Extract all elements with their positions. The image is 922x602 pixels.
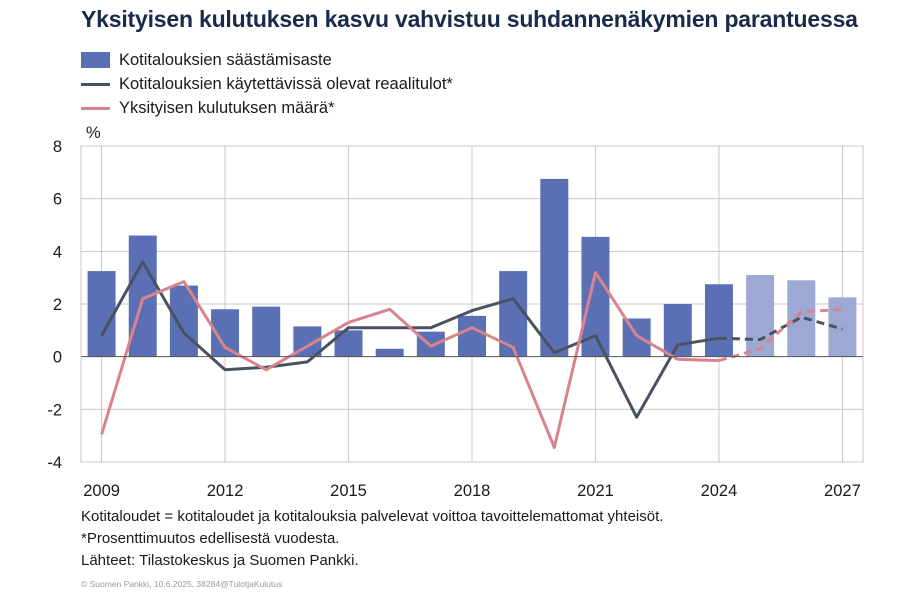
legend-swatch-consumption [81, 106, 110, 110]
line-layer [100, 260, 843, 449]
y-tick-label: -2 [47, 401, 62, 419]
footnote-percent-change: *Prosenttimuutos edellisestä vuodesta. [81, 530, 340, 547]
bar-2023 [663, 304, 692, 357]
y-tick-label: 0 [53, 349, 62, 367]
legend-swatch-income [81, 82, 110, 86]
x-tick-label: 2024 [701, 482, 738, 500]
x-tick-label: 2027 [824, 482, 861, 500]
y-tick-label: 8 [53, 138, 62, 156]
chart-title: Yksityisen kulutuksen kasvu vahvistuu su… [81, 6, 858, 32]
legend: Kotitalouksien säästämisaste Kotitalouks… [81, 48, 453, 120]
legend-item-saving-rate: Kotitalouksien säästämisaste [81, 48, 453, 72]
footnote-definition: Kotitaloudet = kotitaloudet ja kotitalou… [81, 508, 664, 525]
bar-2018 [458, 315, 486, 357]
legend-swatch-bar [81, 52, 110, 68]
bar-2022 [622, 318, 651, 357]
x-tick-label: 2021 [577, 482, 614, 500]
legend-label-consumption: Yksityisen kulutuksen määrä* [119, 98, 335, 117]
footnotes: Kotitaloudet = kotitaloudet ja kotitalou… [81, 506, 663, 572]
bar-2020 [540, 178, 569, 357]
legend-label-saving-rate: Kotitalouksien säästämisaste [119, 50, 332, 69]
plot-frame [80, 145, 864, 463]
x-tick-label: 2009 [83, 482, 120, 500]
bar-2013 [252, 306, 281, 357]
bar-2016 [375, 348, 404, 357]
footnote-sources: Lähteet: Tilastokeskus ja Suomen Pankki. [81, 552, 359, 569]
legend-item-consumption: Yksityisen kulutuksen määrä* [81, 96, 453, 120]
y-unit-label: % [86, 124, 101, 142]
y-tick-label: 4 [53, 243, 62, 261]
y-tick-label: -4 [47, 454, 62, 472]
line-consumption [100, 270, 719, 449]
credit-line: © Suomen Pankki, 10.6.2025, 38284@Tulotj… [81, 579, 283, 589]
axis-layer: -4 -2 0 2 4 6 8 2009 2012 2015 2018 2021 2024 2027% [47, 124, 863, 500]
line-income-forecast [718, 315, 843, 342]
y-tick-label: 6 [53, 191, 62, 209]
legend-item-real-income: Kotitalouksien käytettävissä olevat reaa… [81, 72, 453, 96]
bar-2024 [704, 284, 733, 357]
line-consumption-forecast [718, 307, 843, 363]
x-tick-label: 2018 [454, 482, 491, 500]
bar-2025 [746, 275, 775, 357]
y-tick-label: 2 [53, 296, 62, 314]
x-tick-label: 2015 [330, 482, 367, 500]
x-tick-label: 2012 [207, 482, 244, 500]
bar-2009 [87, 271, 116, 357]
legend-label-real-income: Kotitalouksien käytettävissä olevat reaa… [119, 74, 453, 93]
